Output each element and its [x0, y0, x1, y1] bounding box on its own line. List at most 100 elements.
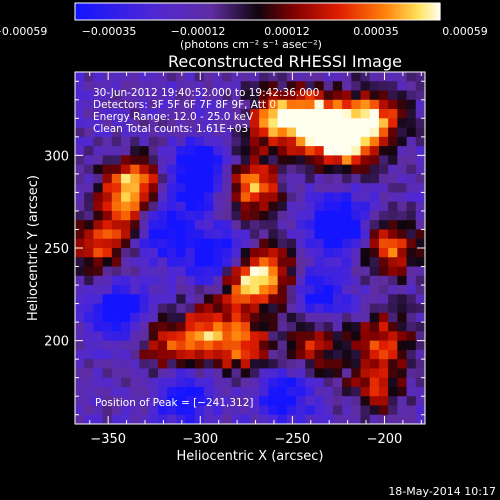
- heatmap-cell: [139, 340, 150, 351]
- heatmap-cell: [157, 303, 168, 314]
- colorbar-frame: [74, 2, 441, 21]
- heatmap-cell: [296, 183, 306, 193]
- heatmap-cell: [240, 146, 251, 156]
- heatmap-cell: [231, 377, 242, 388]
- heatmap-cell: [286, 294, 297, 305]
- heatmap-cell: [351, 322, 362, 332]
- heatmap-cell: [185, 303, 196, 314]
- heatmap-cell: [222, 266, 233, 277]
- heatmap-cell: [250, 183, 260, 193]
- x-axis-label: Heliocentric X (arcsec): [177, 449, 324, 464]
- heatmap-cell: [314, 81, 325, 92]
- heatmap-cell: [157, 220, 168, 230]
- heatmap-cell: [388, 72, 398, 82]
- heatmap-cell: [305, 405, 315, 416]
- heatmap-cell: [102, 127, 113, 138]
- heatmap-cell: [305, 312, 315, 323]
- colorbar-segment: [282, 3, 286, 20]
- heatmap-cell: [259, 99, 269, 110]
- heatmap-cell: [203, 90, 214, 101]
- heatmap-cell: [369, 377, 380, 388]
- heatmap-cell: [148, 238, 159, 249]
- heatmap-cell: [213, 109, 223, 119]
- heatmap-cell: [332, 322, 343, 332]
- heatmap-cell: [222, 210, 233, 221]
- heatmap-cell: [111, 109, 122, 119]
- heatmap-cell: [314, 72, 325, 82]
- heatmap-cell: [75, 414, 85, 425]
- heatmap-cell: [194, 322, 205, 332]
- heatmap-cell: [139, 266, 150, 277]
- heatmap-cell: [176, 201, 187, 212]
- heatmap-cell: [139, 285, 150, 295]
- heatmap-cell: [130, 248, 140, 258]
- heatmap-cell: [286, 99, 297, 110]
- heatmap-cell: [296, 229, 306, 240]
- heatmap-cell: [157, 377, 168, 388]
- heatmap-cell: [240, 285, 251, 295]
- heatmap-cell: [148, 322, 159, 332]
- heatmap-cell: [93, 99, 104, 110]
- heatmap-cell: [250, 312, 260, 323]
- heatmap-cell: [259, 127, 269, 138]
- heatmap-cell: [314, 266, 325, 277]
- colorbar: −0.00059−0.00035−0.000120.000120.000350.…: [0, 2, 488, 38]
- heatmap-cell: [185, 192, 196, 203]
- heatmap-cell: [305, 238, 315, 249]
- heatmap-cell: [176, 192, 187, 203]
- heatmap-cell: [342, 285, 352, 295]
- colorbar-segment: [197, 3, 201, 20]
- heatmap-cell: [268, 285, 279, 295]
- heatmap-cell: [369, 294, 380, 305]
- heatmap-cell: [378, 81, 389, 92]
- heatmap-cell: [378, 322, 389, 332]
- heatmap-cell: [378, 275, 389, 286]
- heatmap-cell: [332, 386, 343, 397]
- heatmap-cell: [305, 183, 315, 193]
- heatmap-cell: [167, 386, 177, 397]
- colorbar-segment: [317, 3, 321, 20]
- heatmap-cell: [259, 183, 269, 193]
- heatmap-cell: [323, 414, 334, 425]
- heatmap-cell: [203, 257, 214, 268]
- heatmap-cell: [305, 266, 315, 277]
- heatmap-cell: [194, 72, 205, 82]
- heatmap-cell: [240, 294, 251, 305]
- heatmap-cell: [369, 72, 380, 82]
- heatmap-cell: [369, 127, 380, 138]
- heatmap-cell: [378, 210, 389, 221]
- heatmap-cell: [130, 396, 140, 406]
- heatmap-cell: [213, 303, 223, 314]
- heatmap-cell: [148, 173, 159, 184]
- heatmap-cell: [286, 331, 297, 342]
- heatmap-cell: [369, 210, 380, 221]
- heatmap-cell: [213, 81, 223, 92]
- heatmap-cell: [121, 396, 131, 406]
- heatmap-cell: [332, 257, 343, 268]
- heatmap-cell: [397, 118, 408, 129]
- heatmap-cell: [203, 127, 214, 138]
- heatmap-cell: [268, 303, 279, 314]
- heatmap-cell: [167, 294, 177, 305]
- heatmap-cell: [93, 90, 104, 101]
- heatmap-cell: [250, 257, 260, 268]
- heatmap-cell: [167, 90, 177, 101]
- heatmap-cell: [213, 386, 223, 397]
- heatmap-cell: [305, 414, 315, 425]
- heatmap-cell: [305, 257, 315, 268]
- heatmap-cell: [167, 377, 177, 388]
- heatmap-cell: [286, 192, 297, 203]
- heatmap-cell: [305, 396, 315, 406]
- heatmap-cell: [157, 238, 168, 249]
- heatmap-cell: [351, 303, 362, 314]
- heatmap-cell: [111, 81, 122, 92]
- colorbar-segment: [407, 3, 411, 20]
- heatmap-cell: [148, 248, 159, 258]
- colorbar-segment: [320, 3, 324, 20]
- heatmap-cell: [203, 294, 214, 305]
- heatmap-cell: [314, 136, 325, 147]
- heatmap-cell: [203, 173, 214, 184]
- heatmap-cell: [250, 127, 260, 138]
- heatmap-cell: [314, 192, 325, 203]
- heatmap-cell: [84, 210, 94, 221]
